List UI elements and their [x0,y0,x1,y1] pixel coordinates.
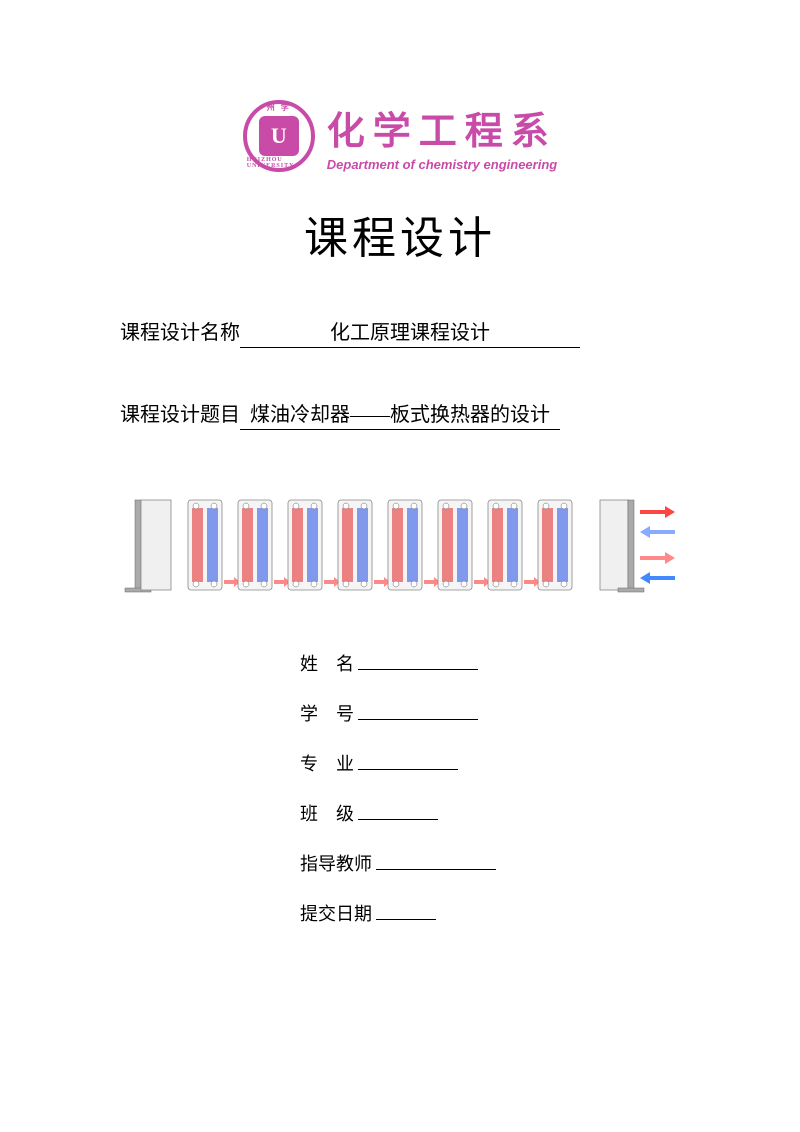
form-row: 姓 名 [300,650,710,676]
course-name-value: 化工原理课程设计 [240,316,580,348]
left-frame [125,500,171,592]
form-label: 指导教师 [300,850,372,876]
form-row: 专 业 [300,750,710,776]
header-logo: 州 学 U HUIZHOU UNIVERSITY 化学工程系 Departmen… [90,100,710,172]
form-row: 指导教师 [300,850,710,876]
form-blank [376,869,496,870]
form-blank [376,919,436,920]
form-label: 姓 名 [300,650,354,676]
logo-icon-text: U [271,123,287,149]
course-topic-label: 课程设计题目 [120,398,240,427]
form-blank [358,819,438,820]
form-blank [358,719,478,720]
department-name-cn: 化学工程系 [327,100,557,155]
department-text-block: 化学工程系 Department of chemistry engineerin… [327,100,557,172]
heat-exchanger-diagram [90,480,710,610]
page-title: 课程设计 [90,202,710,266]
logo-inner-badge: U [259,116,299,156]
logo-text-top: 州 学 [267,102,291,113]
inlet-outlet-arrows [640,506,675,584]
course-topic-value: 煤油冷却器——板式换热器的设计 [240,398,560,430]
logo-text-bottom: HUIZHOU UNIVERSITY [247,157,311,169]
course-name-label: 课程设计名称 [120,316,240,345]
student-info-form: 姓 名学 号专 业班 级指导教师提交日期 [90,650,710,926]
form-row: 提交日期 [300,900,710,926]
course-topic-row: 课程设计题目 煤油冷却器——板式换热器的设计 [90,398,710,430]
course-name-row: 课程设计名称 化工原理课程设计 [90,316,710,348]
form-blank [358,669,478,670]
right-frame [600,500,644,592]
university-logo-circle: 州 学 U HUIZHOU UNIVERSITY [243,100,315,172]
form-label: 提交日期 [300,900,372,926]
department-name-en: Department of chemistry engineering [327,157,557,172]
form-row: 学 号 [300,700,710,726]
form-label: 学 号 [300,700,354,726]
form-label: 专 业 [300,750,354,776]
heat-exchanger-svg [120,480,680,610]
form-label: 班 级 [300,800,354,826]
form-row: 班 级 [300,800,710,826]
form-blank [358,769,458,770]
